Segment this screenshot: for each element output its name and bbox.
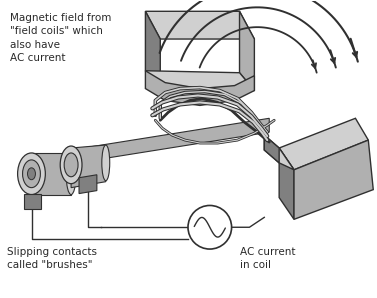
Text: Magnetic field from
"field coils" which
also have
AC current: Magnetic field from "field coils" which …: [10, 13, 111, 63]
Polygon shape: [83, 118, 269, 162]
Polygon shape: [264, 135, 294, 170]
Polygon shape: [294, 140, 373, 219]
Ellipse shape: [66, 153, 76, 195]
Ellipse shape: [18, 153, 45, 195]
Polygon shape: [146, 11, 254, 39]
Text: Slipping contacts
called "brushes": Slipping contacts called "brushes": [7, 247, 97, 270]
Polygon shape: [146, 71, 254, 91]
Ellipse shape: [64, 153, 78, 177]
Polygon shape: [71, 145, 106, 188]
Text: AC current
in coil: AC current in coil: [239, 247, 295, 270]
Polygon shape: [79, 175, 97, 194]
Polygon shape: [239, 11, 254, 91]
Polygon shape: [146, 71, 254, 105]
Ellipse shape: [23, 160, 40, 188]
Ellipse shape: [60, 146, 82, 184]
Ellipse shape: [28, 168, 35, 180]
Polygon shape: [279, 148, 294, 219]
Ellipse shape: [102, 145, 110, 181]
Polygon shape: [23, 194, 41, 209]
Polygon shape: [31, 153, 71, 195]
Polygon shape: [279, 118, 368, 170]
Polygon shape: [264, 135, 279, 163]
Circle shape: [188, 205, 231, 249]
Polygon shape: [146, 11, 160, 86]
